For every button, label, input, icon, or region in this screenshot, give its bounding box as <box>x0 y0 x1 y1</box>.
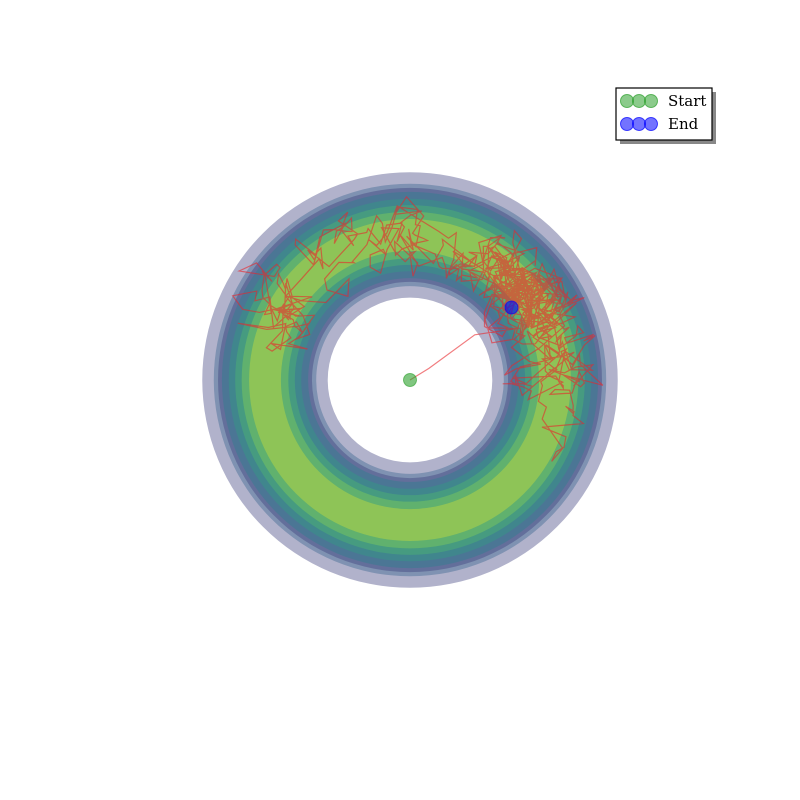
legend-dot <box>632 117 646 131</box>
start-marker <box>403 373 417 387</box>
legend-end-swatch <box>620 117 658 131</box>
contour-band <box>213 183 607 577</box>
legend-dot <box>644 117 658 131</box>
legend-dot <box>620 94 634 108</box>
legend: Start End <box>615 87 716 144</box>
legend-start-swatch <box>620 94 658 108</box>
legend-dot <box>620 117 634 131</box>
legend-start-label: Start <box>668 92 706 110</box>
end-marker <box>504 300 519 315</box>
legend-dot <box>632 94 646 108</box>
legend-dot <box>644 94 658 108</box>
legend-end-label: End <box>668 115 699 133</box>
trajectory-lines <box>231 195 604 462</box>
trajectory-line <box>231 195 604 462</box>
